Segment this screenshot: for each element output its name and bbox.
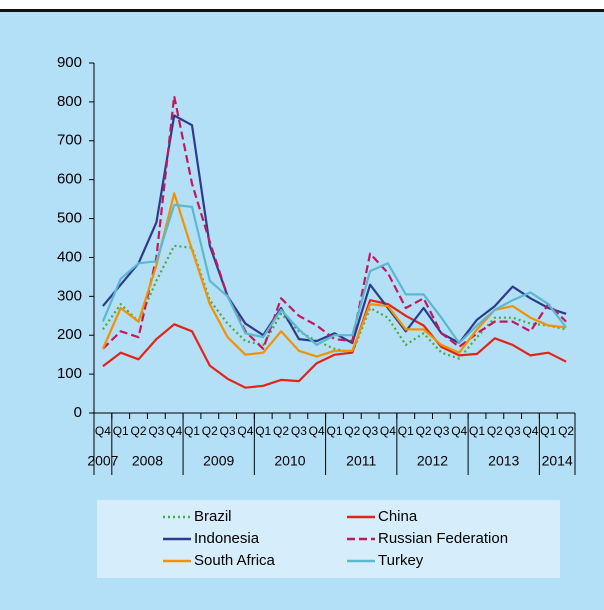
- y-tick-label: 700: [57, 132, 82, 149]
- legend-label: Brazil: [194, 508, 232, 525]
- y-tick-label: 0: [74, 404, 82, 421]
- x-tick-label: Q4: [451, 424, 467, 438]
- x-tick-label: Q3: [433, 424, 449, 438]
- x-tick-label: Q1: [184, 424, 200, 438]
- x-tick-label: Q1: [469, 424, 485, 438]
- year-label: 2014: [542, 453, 573, 469]
- legend-label: China: [378, 508, 418, 525]
- x-tick-label: Q2: [344, 424, 360, 438]
- year-label: 2013: [488, 453, 519, 469]
- x-tick-label: Q3: [148, 424, 164, 438]
- series-line: [101, 203, 567, 346]
- x-tick-label: Q2: [273, 424, 289, 438]
- x-tick-label: Q3: [220, 424, 236, 438]
- x-tick-label: Q4: [522, 424, 538, 438]
- y-tick-label: 900: [57, 54, 82, 71]
- legend-label: Turkey: [378, 552, 424, 569]
- legend-label: Indonesia: [194, 530, 260, 547]
- x-tick-label: Q1: [326, 424, 342, 438]
- series-line: [102, 114, 567, 345]
- x-tick-label: Q2: [416, 424, 432, 438]
- year-label: 2011: [346, 453, 376, 469]
- x-tick-label: Q2: [558, 424, 574, 438]
- x-tick-label: Q3: [505, 424, 521, 438]
- series-line: [102, 95, 567, 350]
- x-tick-label: Q3: [362, 424, 378, 438]
- x-tick-label: Q1: [255, 424, 271, 438]
- x-tick-label: Q1: [398, 424, 414, 438]
- x-tick-label: Q4: [166, 424, 182, 438]
- year-label: 2010: [274, 453, 305, 469]
- series-line: [102, 244, 567, 360]
- year-label: 2009: [203, 453, 234, 469]
- x-tick-label: Q4: [309, 424, 325, 438]
- top-rule: [0, 9, 604, 12]
- year-label: 2007: [87, 453, 118, 469]
- x-tick-label: Q2: [131, 424, 147, 438]
- x-tick-label: Q4: [95, 424, 111, 438]
- x-tick-label: Q3: [291, 424, 307, 438]
- x-tick-label: Q4: [380, 424, 396, 438]
- legend-label: Russian Federation: [378, 530, 508, 547]
- year-label: 2012: [417, 453, 448, 469]
- series-line: [102, 299, 567, 389]
- y-tick-label: 300: [57, 287, 82, 304]
- y-tick-label: 100: [57, 365, 82, 382]
- x-tick-label: Q2: [202, 424, 218, 438]
- y-tick-label: 800: [57, 93, 82, 110]
- y-tick-label: 500: [57, 210, 82, 227]
- y-tick-label: 200: [57, 326, 82, 343]
- legend-label: South Africa: [194, 552, 276, 569]
- x-tick-label: Q1: [540, 424, 556, 438]
- y-tick-label: 600: [57, 171, 82, 188]
- x-tick-label: Q4: [237, 424, 253, 438]
- x-tick-label: Q1: [113, 424, 129, 438]
- year-label: 2008: [132, 453, 163, 469]
- x-tick-label: Q2: [487, 424, 503, 438]
- y-tick-label: 400: [57, 248, 82, 265]
